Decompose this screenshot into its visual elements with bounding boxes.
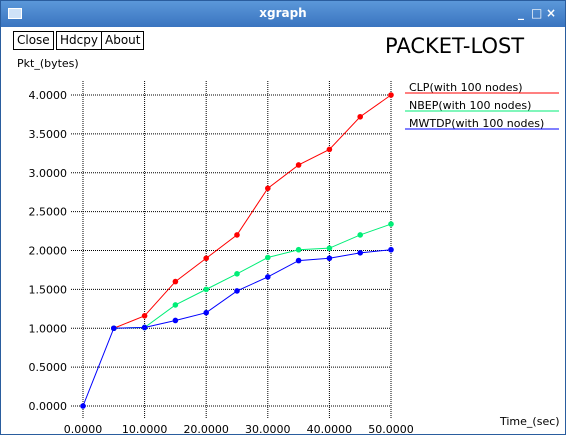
data-point — [203, 286, 209, 293]
hdcpy-button[interactable]: Hdcpy — [56, 31, 102, 50]
data-point — [141, 313, 148, 319]
x-tick-label: 0.0000 — [64, 423, 103, 434]
data-point — [357, 250, 364, 256]
data-point — [172, 317, 179, 324]
y-tick-label: 1.5000 — [29, 283, 68, 296]
y-tick-label: 1.0000 — [29, 322, 68, 335]
y-tick-label: 4.0000 — [29, 89, 68, 102]
minimize-icon[interactable]: _ — [518, 6, 524, 20]
close-icon[interactable]: × — [546, 6, 557, 20]
data-point — [295, 257, 302, 264]
data-point — [295, 162, 302, 168]
y-axis-label: Pkt_(bytes) — [17, 57, 79, 70]
data-point — [234, 232, 240, 238]
y-tick-label: 0.5000 — [29, 361, 68, 374]
y-tick-label: 2.0000 — [29, 245, 68, 258]
data-point — [326, 255, 333, 262]
data-point — [203, 255, 209, 262]
close-button[interactable]: Close — [13, 31, 54, 50]
x-tick-label: 10.0000 — [122, 423, 168, 434]
series-line — [113, 94, 392, 329]
x-tick-label: 30.0000 — [245, 423, 291, 434]
window-menu-icon[interactable] — [8, 8, 22, 19]
about-button[interactable]: About — [101, 31, 145, 50]
x-tick-label: 40.0000 — [307, 423, 353, 434]
y-tick-label: 0.0000 — [29, 400, 68, 413]
x-axis-label: Time_(sec) — [499, 415, 560, 428]
data-point — [388, 92, 394, 98]
data-point — [388, 246, 394, 253]
data-point — [357, 232, 364, 238]
title-bar[interactable]: xgraph _ □ × — [1, 1, 565, 27]
y-tick-label: 3.5000 — [29, 128, 68, 141]
data-point — [141, 324, 148, 331]
data-point — [111, 325, 117, 332]
x-tick-label: 50.0000 — [368, 423, 414, 434]
y-tick-label: 3.0000 — [29, 167, 68, 180]
legend-entry-label: NBEP(with 100 nodes) — [409, 99, 531, 112]
legend-entry-label: CLP(with 100 nodes) — [409, 81, 523, 94]
legend-entry-label: MWTDP(with 100 nodes) — [409, 117, 544, 130]
data-point — [265, 274, 271, 280]
data-point — [265, 185, 271, 192]
data-point — [234, 288, 240, 294]
series-line — [113, 223, 392, 329]
data-point — [388, 221, 394, 227]
maximize-icon[interactable]: □ — [531, 6, 543, 20]
x-tick-label: 20.0000 — [183, 423, 229, 434]
window-title: xgraph — [259, 6, 307, 20]
data-point — [357, 113, 364, 120]
data-point — [80, 403, 86, 409]
data-point — [326, 245, 333, 251]
y-tick-label: 2.5000 — [29, 206, 68, 219]
data-point — [295, 246, 302, 253]
data-point — [234, 271, 240, 277]
data-point — [265, 254, 271, 261]
data-point — [172, 302, 179, 308]
data-point — [203, 309, 209, 316]
chart-title: PACKET-LOST — [385, 34, 525, 58]
data-point — [172, 278, 179, 285]
data-point — [326, 146, 333, 153]
